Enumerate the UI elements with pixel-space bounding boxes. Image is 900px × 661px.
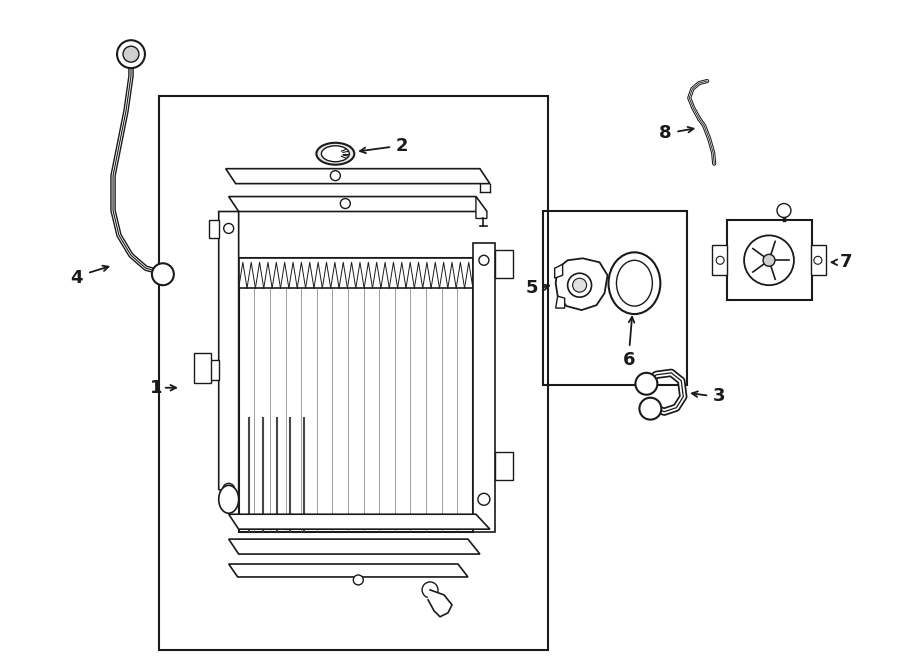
Polygon shape: [555, 296, 564, 308]
Circle shape: [635, 373, 657, 395]
Ellipse shape: [321, 146, 349, 162]
Bar: [727, 221, 812, 300]
Circle shape: [354, 575, 364, 585]
Circle shape: [224, 223, 234, 233]
Text: 1: 1: [149, 379, 162, 397]
Polygon shape: [476, 196, 487, 219]
Polygon shape: [555, 258, 608, 310]
Bar: [238, 258, 472, 288]
Text: 3: 3: [713, 387, 725, 405]
Polygon shape: [229, 539, 480, 554]
Text: 4: 4: [70, 269, 83, 288]
Circle shape: [763, 254, 775, 266]
Bar: [194, 353, 211, 383]
Polygon shape: [209, 221, 219, 239]
Circle shape: [330, 171, 340, 180]
Circle shape: [716, 256, 725, 264]
Bar: [543, 210, 688, 385]
Polygon shape: [209, 360, 219, 380]
Polygon shape: [428, 590, 452, 617]
Bar: [495, 251, 513, 278]
Circle shape: [744, 235, 794, 285]
Text: 7: 7: [840, 253, 852, 271]
Circle shape: [572, 278, 587, 292]
Circle shape: [814, 256, 822, 264]
Ellipse shape: [219, 485, 238, 513]
Ellipse shape: [317, 143, 355, 165]
Polygon shape: [219, 212, 238, 499]
Bar: [472, 243, 495, 532]
Circle shape: [117, 40, 145, 68]
Bar: [238, 258, 472, 532]
Bar: [495, 453, 513, 481]
Polygon shape: [226, 169, 490, 184]
Circle shape: [777, 204, 791, 217]
Circle shape: [639, 398, 662, 420]
Text: 5: 5: [526, 279, 538, 297]
Polygon shape: [229, 514, 490, 529]
Circle shape: [123, 46, 139, 62]
Circle shape: [340, 198, 350, 208]
Circle shape: [152, 263, 174, 285]
Text: 2: 2: [396, 137, 409, 155]
Text: 8: 8: [659, 124, 671, 142]
Circle shape: [568, 273, 591, 297]
Circle shape: [479, 255, 489, 265]
Ellipse shape: [608, 253, 661, 314]
Polygon shape: [229, 196, 487, 212]
Bar: [712, 245, 727, 275]
Bar: [811, 245, 826, 275]
Text: 6: 6: [623, 351, 635, 369]
Circle shape: [478, 493, 490, 505]
Polygon shape: [554, 264, 562, 278]
Circle shape: [422, 582, 438, 598]
Circle shape: [222, 483, 235, 495]
Polygon shape: [229, 564, 468, 577]
Bar: [159, 96, 548, 650]
